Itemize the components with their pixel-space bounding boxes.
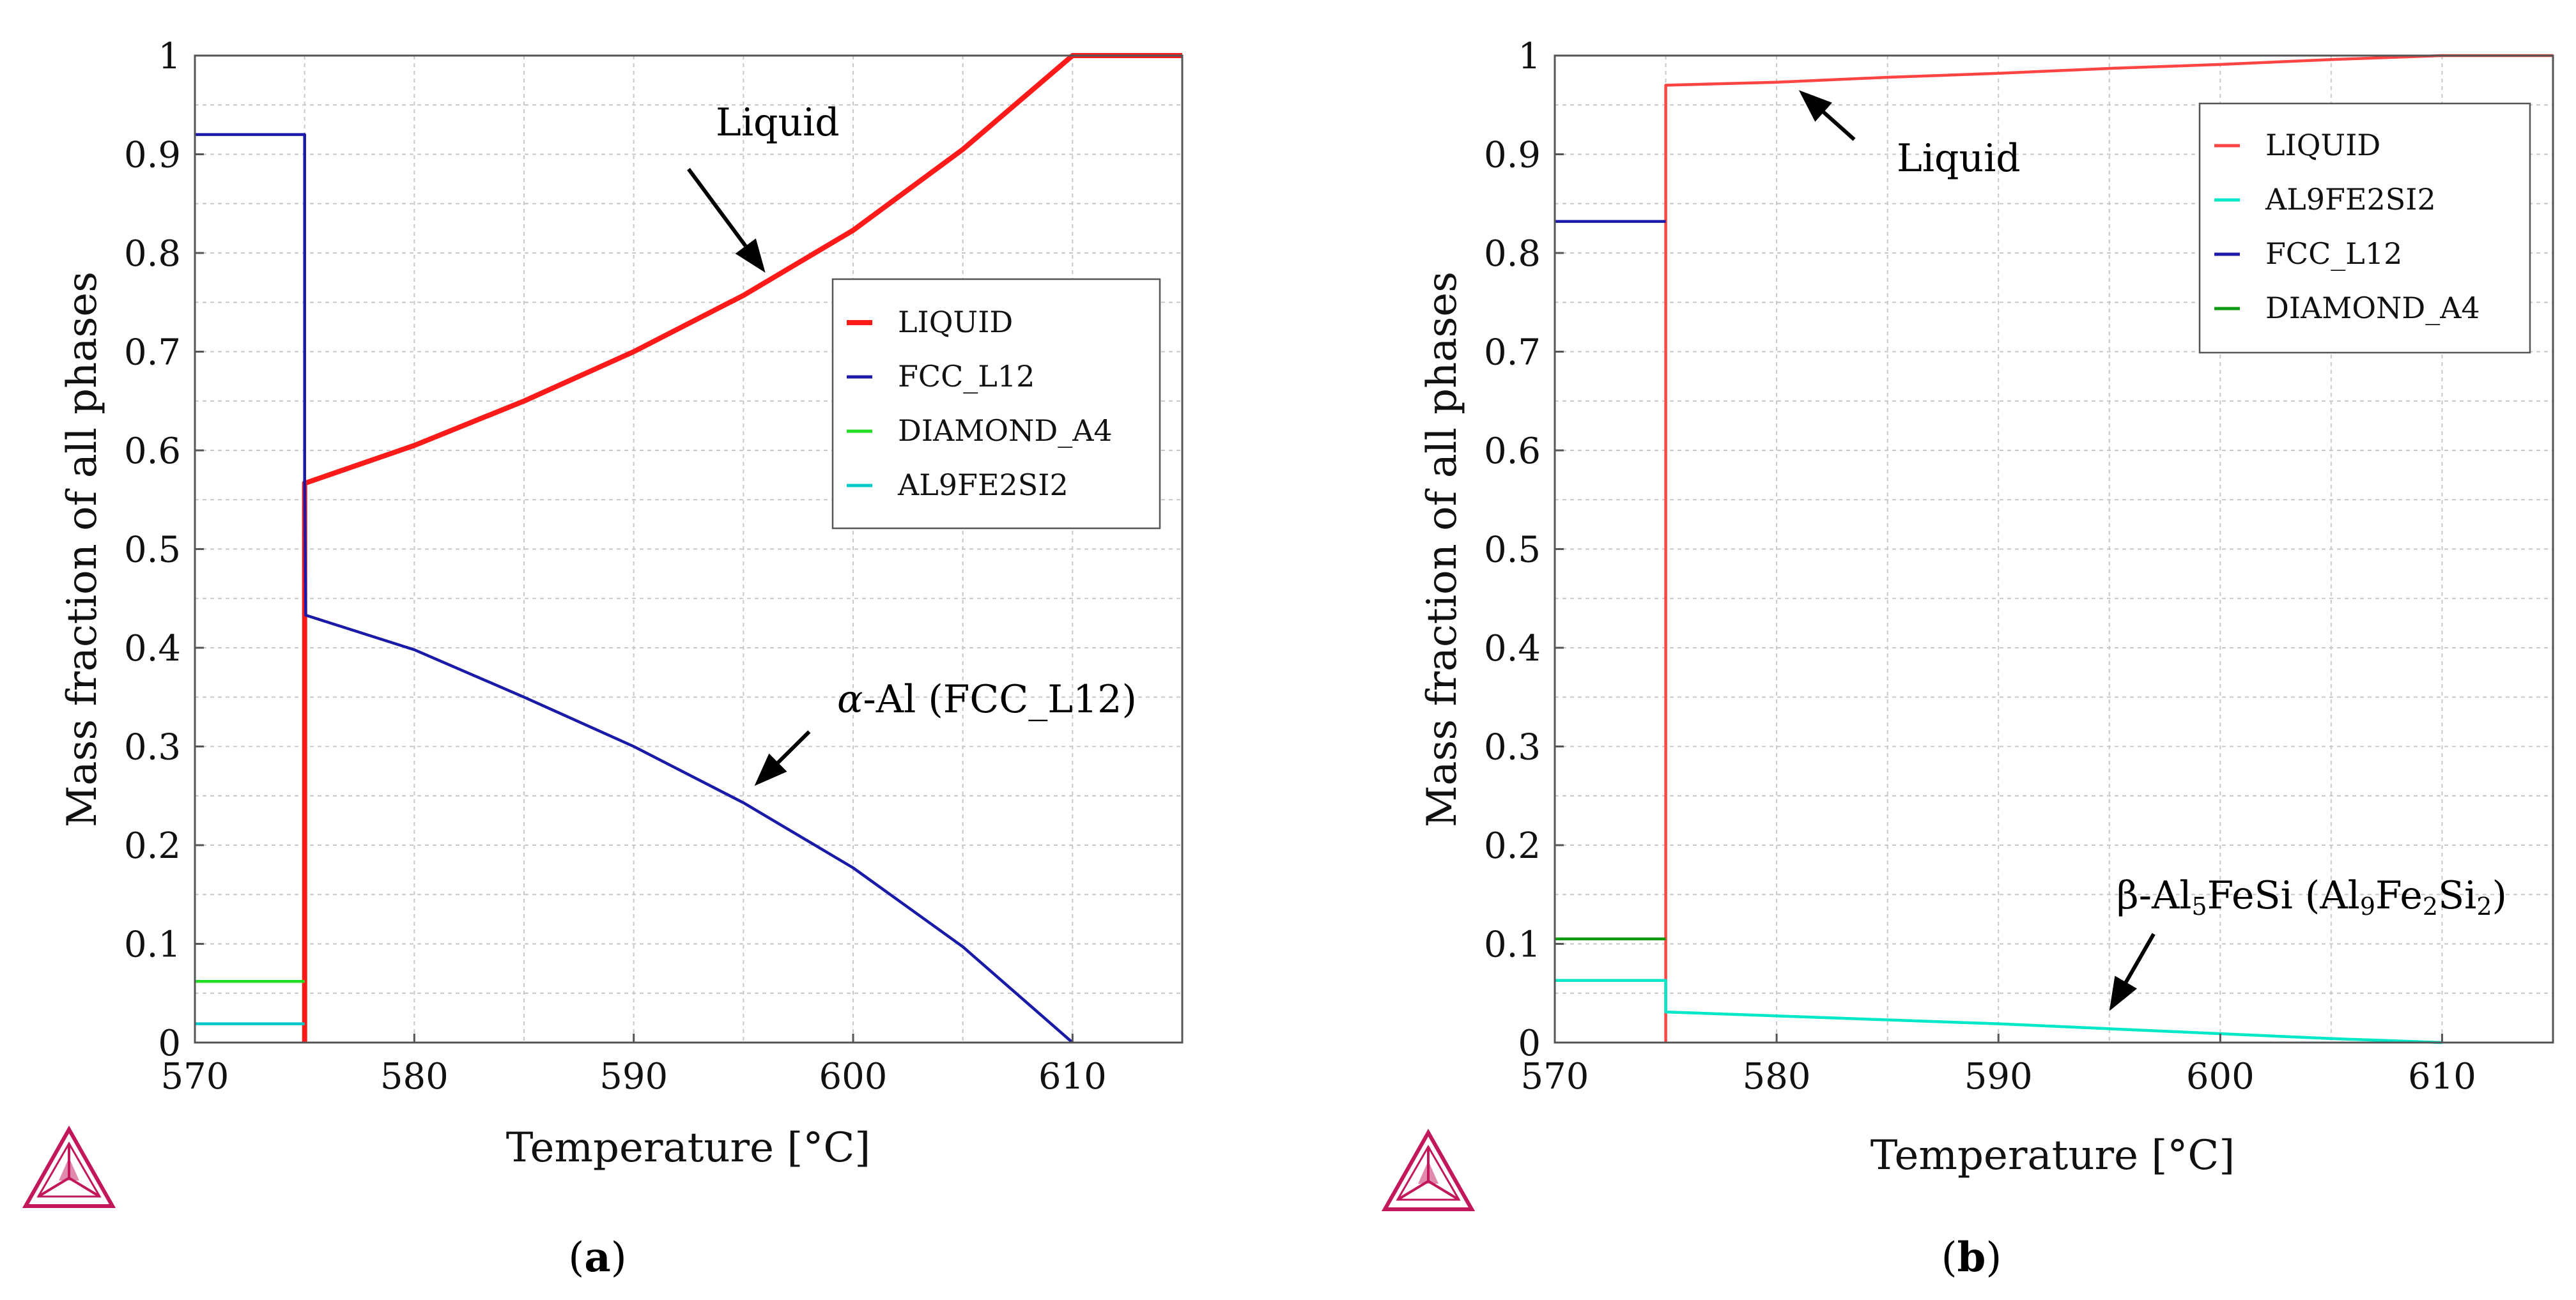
- y-tick-label-b: 0.6: [1484, 431, 1541, 472]
- y-tick-label-a: 1: [158, 36, 181, 77]
- ticks-b: 570 580 590 600 610 0 0.1 0.2 0.3 0.4 0.5 0.6 0.7 0.8…: [1484, 36, 2476, 1097]
- y-tick-label-b: 0.2: [1484, 825, 1541, 867]
- x-tick-label-b: 570: [1521, 1056, 1589, 1097]
- y-tick-label-a: 0.9: [124, 135, 181, 176]
- annotation-liquid-a-text: Liquid: [716, 100, 840, 145]
- annotation-beta-part-5: ): [2492, 873, 2507, 918]
- thermo-calc-logo-b: [1381, 1128, 1476, 1211]
- panel-label-a: (a): [568, 1234, 626, 1281]
- annotation-arrow-head-a-0: [735, 238, 766, 273]
- legend-label-fcc-a: FCC_L12: [898, 359, 1035, 394]
- y-tick-label-a: 0.7: [124, 332, 181, 374]
- chart-panel-a: 570 580 590 600 610 0 0.1 0.2 0.3 0.4 0.5 0.6 0.7 0.8…: [22, 36, 1184, 1281]
- y-axis-label-b: Mass fraction of all phases: [1419, 271, 1466, 827]
- legend-a: LIQUID FCC_L12 DIAMOND_A4 AL9FE2SI2: [831, 278, 1161, 530]
- ticks-a: 570 580 590 600 610 0 0.1 0.2 0.3 0.4 0.5 0.6 0.7 0.8…: [124, 36, 1107, 1097]
- x-tick-label-b: 610: [2408, 1056, 2476, 1097]
- y-tick-label-a: 0.6: [124, 431, 181, 472]
- annotation-arrow-shaft-b-1: [2124, 933, 2156, 983]
- y-tick-label-b: 0.7: [1484, 332, 1541, 374]
- annotation-beta-sub-9: 9: [2360, 892, 2375, 921]
- y-tick-label-a: 0.2: [124, 825, 181, 867]
- annotation-alpha-symbol: α: [837, 677, 863, 722]
- chart-panel-b: 570 580 590 600 610 0 0.1 0.2 0.3 0.4 0.5 0.6 0.7 0.8…: [1381, 36, 2554, 1281]
- y-tick-label-a: 0.8: [124, 233, 181, 275]
- legend-b: LIQUID AL9FE2SI2 FCC_L12 DIAMOND_A4: [2198, 102, 2531, 354]
- annotation-liquid-a: Liquid: [716, 100, 840, 145]
- legend-label-diamond-b: DIAMOND_A4: [2265, 291, 2480, 325]
- legend-box-b: [2198, 102, 2531, 354]
- annotation-beta-part-2: FeSi (Al: [2207, 873, 2360, 918]
- annotation-arrow-head-b-0: [1798, 90, 1832, 122]
- y-tick-label-b: 1: [1518, 36, 1541, 77]
- annotations-b: Liquid β-Al5FeSi (Al9Fe2Si2): [1798, 90, 2507, 1011]
- y-tick-label-a: 0.5: [124, 530, 181, 571]
- annotation-arrow-head-a-1: [754, 753, 787, 786]
- annotation-alpha-al-text: -Al (FCC_L12): [863, 677, 1137, 722]
- annotation-alpha-al-a: α-Al (FCC_L12): [837, 677, 1137, 722]
- annotation-beta-sub-5: 5: [2191, 892, 2207, 921]
- y-tick-label-a: 0.1: [124, 924, 181, 966]
- x-tick-label-a: 580: [380, 1056, 449, 1097]
- panel-label-a-close: ): [611, 1234, 627, 1281]
- legend-label-diamond-a: DIAMOND_A4: [898, 413, 1113, 448]
- y-tick-label-b: 0: [1518, 1023, 1541, 1064]
- x-tick-label-a: 600: [819, 1056, 888, 1097]
- x-tick-label-b: 590: [1964, 1056, 2033, 1097]
- thermo-calc-logo-a: [22, 1125, 116, 1208]
- annotation-beta-al5fesi-b: β-Al5FeSi (Al9Fe2Si2): [2117, 873, 2507, 921]
- legend-label-al9fe2si2-a: AL9FE2SI2: [897, 468, 1068, 502]
- x-axis-label-b: Temperature [°C]: [1870, 1132, 2235, 1179]
- y-tick-label-b: 0.1: [1484, 924, 1541, 966]
- series-b: [1555, 54, 2553, 1044]
- panel-label-b-open: (: [1941, 1234, 1957, 1281]
- grid-a: [195, 56, 1182, 1043]
- series-a: [195, 53, 1182, 1044]
- annotation-beta-sub-2a: 2: [2423, 892, 2438, 921]
- legend-label-liquid-a: LIQUID: [898, 305, 1013, 339]
- y-tick-label-b: 0.9: [1484, 135, 1541, 176]
- annotation-arrow-shaft-a-1: [776, 730, 811, 764]
- y-tick-label-b: 0.8: [1484, 233, 1541, 275]
- y-tick-label-a: 0.3: [124, 727, 181, 769]
- y-tick-label-a: 0: [158, 1023, 181, 1064]
- panel-label-a-letter: a: [584, 1234, 610, 1281]
- x-tick-label-a: 570: [161, 1056, 229, 1097]
- legend-label-liquid-b: LIQUID: [2265, 128, 2380, 162]
- annotation-arrow-shaft-b-0: [1822, 111, 1856, 141]
- series-line-al9fe2si2-b: [1555, 979, 2442, 1044]
- series-line-fcc-l12-a: [195, 133, 1074, 1044]
- annotation-beta-sub-2b: 2: [2476, 892, 2492, 921]
- annotation-liquid-b-text: Liquid: [1897, 136, 2021, 181]
- x-tick-label-b: 580: [1743, 1056, 1811, 1097]
- x-axis-label-a: Temperature [°C]: [506, 1124, 871, 1172]
- annotation-liquid-b: Liquid: [1897, 136, 2021, 181]
- panel-label-b-letter: b: [1957, 1234, 1986, 1281]
- y-axis-label-a: Mass fraction of all phases: [59, 271, 106, 827]
- panel-label-b-close: ): [1986, 1234, 2001, 1281]
- annotation-beta-part-4: Si: [2438, 873, 2476, 918]
- legend-label-fcc-b: FCC_L12: [2265, 236, 2402, 271]
- panel-label-a-open: (: [568, 1234, 584, 1281]
- y-tick-label-b: 0.3: [1484, 727, 1541, 769]
- y-tick-label-b: 0.5: [1484, 530, 1541, 571]
- annotation-beta-part-3: Fe: [2375, 873, 2423, 918]
- y-tick-label-b: 0.4: [1484, 628, 1541, 669]
- annotations-a: Liquid α-Al (FCC_L12): [687, 100, 1137, 786]
- x-tick-label-b: 600: [2186, 1056, 2255, 1097]
- legend-label-al9fe2si2-b: AL9FE2SI2: [2265, 182, 2436, 217]
- x-tick-label-a: 590: [599, 1056, 668, 1097]
- legend-box-a: [831, 278, 1161, 530]
- y-tick-label-a: 0.4: [124, 628, 181, 669]
- series-line-liquid-b: [1664, 54, 2553, 1043]
- annotation-beta-part-1: β-Al: [2117, 873, 2191, 918]
- annotation-arrow-shaft-a-0: [687, 167, 748, 247]
- annotation-arrow-head-b-1: [2109, 975, 2138, 1011]
- panel-label-b: (b): [1941, 1234, 2002, 1281]
- x-tick-label-a: 610: [1038, 1056, 1107, 1097]
